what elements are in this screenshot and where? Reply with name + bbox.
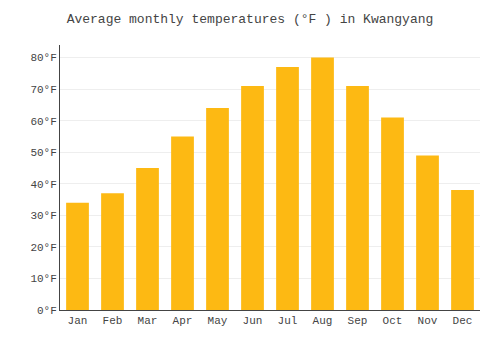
svg-text:Feb: Feb [103, 315, 123, 327]
svg-text:Jun: Jun [243, 315, 263, 327]
svg-text:Dec: Dec [453, 315, 473, 327]
svg-text:0°F: 0°F [37, 305, 57, 317]
svg-text:10°F: 10°F [30, 273, 56, 285]
svg-text:Apr: Apr [173, 315, 193, 327]
svg-text:Mar: Mar [138, 315, 158, 327]
svg-text:40°F: 40°F [30, 179, 56, 191]
svg-text:Nov: Nov [418, 315, 438, 327]
svg-text:70°F: 70°F [30, 84, 56, 96]
svg-text:Jul: Jul [278, 315, 298, 327]
svg-text:Oct: Oct [383, 315, 403, 327]
svg-text:Jan: Jan [68, 315, 88, 327]
svg-text:20°F: 20°F [30, 242, 56, 254]
svg-text:Sep: Sep [348, 315, 368, 327]
svg-text:Aug: Aug [313, 315, 333, 327]
svg-text:50°F: 50°F [30, 147, 56, 159]
svg-text:60°F: 60°F [30, 116, 56, 128]
svg-text:May: May [208, 315, 228, 327]
svg-text:80°F: 80°F [30, 52, 56, 64]
svg-text:Average monthly temperatures (: Average monthly temperatures (°F ) in Kw… [67, 12, 434, 27]
svg-text:30°F: 30°F [30, 210, 56, 222]
